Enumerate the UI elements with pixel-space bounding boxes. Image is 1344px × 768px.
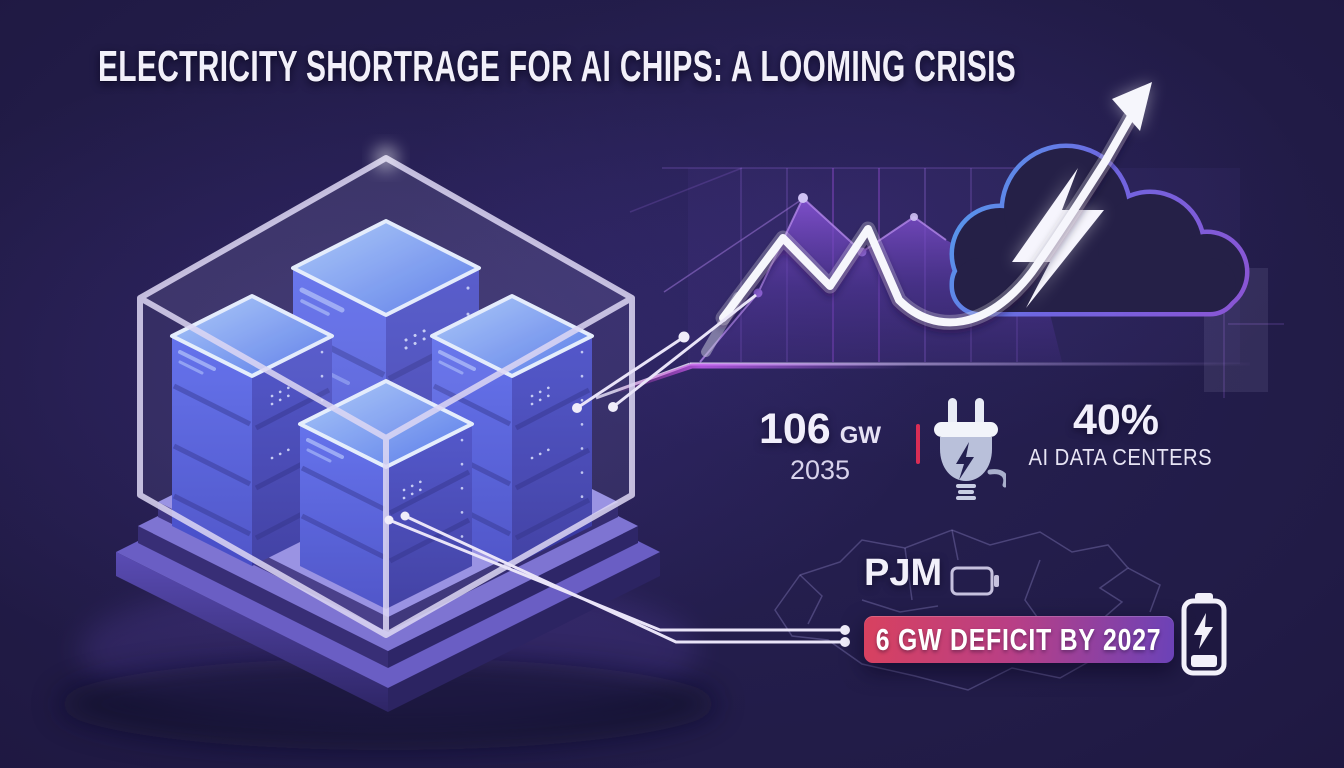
connector-bottom-2 xyxy=(404,514,845,644)
area-outline xyxy=(699,196,947,363)
chart-baseline xyxy=(595,362,1250,400)
isometric-server-racks xyxy=(170,219,594,609)
pjm-label: PJM xyxy=(864,552,943,594)
stat-ai-share: 40% AI DATA CENTERS xyxy=(1016,399,1216,470)
page-title: ELECTRICITY SHORTRAGE FOR AI CHIPS: A LO… xyxy=(98,42,1344,92)
stat-capacity-value: 106 xyxy=(758,405,831,453)
pjm-map-outline xyxy=(774,529,1161,691)
callout-connectors xyxy=(384,293,850,647)
stat-ai-share-label: AI DATA CENTERS xyxy=(1028,444,1213,470)
server-tower-front xyxy=(298,379,474,609)
stat-ai-share-value: 40% xyxy=(1072,396,1160,444)
glass-apex-glow xyxy=(374,146,398,170)
stat-capacity-unit: GW xyxy=(839,422,882,449)
deficit-banner-text: 6 GW DEFICIT BY 2027 xyxy=(876,621,1162,657)
storm-cloud-lightning-icon xyxy=(949,143,1268,392)
deficit-banner: 6 GW DEFICIT BY 2027 xyxy=(864,616,1174,663)
stat-capacity: 106 GW 2035 xyxy=(745,408,895,484)
stat-capacity-year: 2035 xyxy=(789,455,851,485)
battery-low-charging-icon xyxy=(1181,593,1227,676)
power-plug-lightning-icon xyxy=(934,398,1006,500)
rising-trend-arrow-icon xyxy=(715,82,1152,334)
connector-dots xyxy=(384,331,850,647)
page-title-text: ELECTRICITY SHORTRAGE FOR AI CHIPS: A LO… xyxy=(98,42,1017,91)
area-guide-line xyxy=(663,199,802,293)
battery-outline-icon xyxy=(950,566,999,596)
connector-top-2 xyxy=(612,293,757,409)
trend-arrowhead xyxy=(1112,82,1152,131)
glass-enclosure xyxy=(137,146,635,638)
connector-bottom-1 xyxy=(388,518,845,632)
stat-divider xyxy=(916,424,920,464)
connector-top-1 xyxy=(576,335,685,410)
server-tower-right xyxy=(430,294,594,566)
